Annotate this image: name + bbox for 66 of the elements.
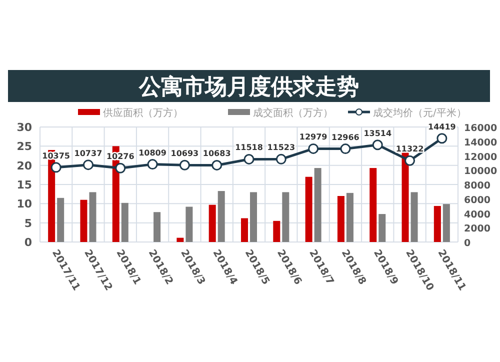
- point: [276, 154, 286, 164]
- chart-title: 公寓市场月度供求走势: [138, 74, 359, 100]
- bar: [208, 204, 216, 242]
- y2-tick-label: 2000: [464, 224, 491, 235]
- y2-tick-label: 6000: [464, 194, 491, 206]
- y2-tick-label: 0: [464, 238, 471, 249]
- point: [372, 140, 383, 150]
- y2-tick-label: 12000: [464, 152, 498, 163]
- legend-label: 成交均价（元/平米）: [373, 107, 466, 119]
- point: [212, 160, 222, 170]
- y-tick-label: 10: [16, 198, 32, 211]
- bar: [346, 192, 354, 242]
- bar: [121, 202, 128, 242]
- bar: [89, 192, 96, 242]
- bar: [186, 206, 193, 242]
- point: [147, 159, 158, 170]
- bar: [442, 204, 450, 242]
- y-tick-label: 0: [24, 236, 32, 249]
- bar: [154, 212, 161, 242]
- data-label: 11523: [267, 143, 296, 152]
- data-label: 12979: [299, 132, 328, 142]
- point: [82, 160, 94, 170]
- y2-tick-label: 8000: [464, 180, 491, 192]
- data-label: 10693: [170, 149, 199, 158]
- legend-label: 成交面积（万方）: [253, 107, 333, 119]
- y-tick-label: 20: [16, 159, 32, 172]
- legend-label: 供应面积（万方）: [103, 107, 183, 119]
- data-label: 13514: [364, 128, 392, 138]
- y-tick-label: 30: [16, 121, 32, 134]
- y2-tick-label: 16000: [464, 123, 498, 134]
- y-tick-label: 25: [16, 140, 32, 154]
- point: [179, 160, 190, 170]
- bar: [410, 192, 418, 242]
- y-tick-label: 15: [16, 178, 32, 192]
- y-tick-label: 5: [24, 216, 32, 230]
- bar: [176, 238, 184, 242]
- bar: [370, 168, 377, 242]
- data-label: 10809: [138, 148, 167, 158]
- point: [308, 143, 319, 154]
- data-label: 11518: [235, 143, 264, 152]
- point: [50, 162, 62, 173]
- bar: [240, 218, 248, 242]
- point: [340, 144, 351, 154]
- bar: [273, 220, 280, 242]
- data-label: 14419: [428, 122, 456, 132]
- bar: [314, 168, 322, 242]
- point: [436, 133, 448, 144]
- point: [115, 162, 126, 174]
- y2-tick-label: 10000: [464, 166, 498, 178]
- bar: [305, 176, 312, 242]
- data-label: 10683: [202, 149, 231, 158]
- bar: [337, 196, 344, 242]
- point: [244, 154, 254, 164]
- bar: [282, 192, 290, 242]
- data-label: 10737: [74, 148, 102, 158]
- bar: [378, 214, 386, 242]
- bar: [80, 200, 88, 242]
- data-label: 12966: [332, 132, 360, 142]
- bar: [218, 191, 225, 242]
- bar: [250, 192, 258, 242]
- bar: [434, 206, 441, 242]
- data-label: 11322: [396, 144, 424, 154]
- point: [404, 155, 416, 166]
- y2-tick-label: 4000: [464, 209, 491, 220]
- y2-tick-label: 14000: [464, 137, 498, 148]
- bar: [57, 198, 64, 242]
